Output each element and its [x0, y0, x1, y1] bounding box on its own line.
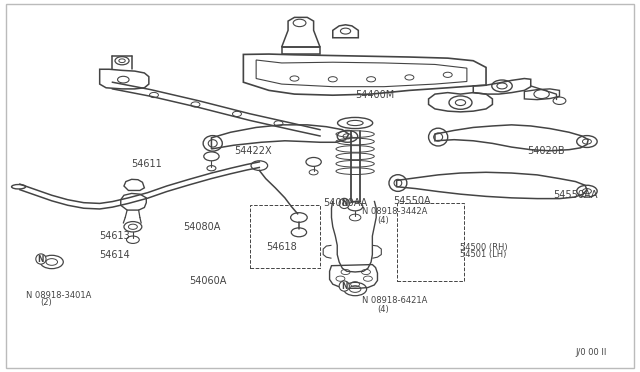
- Text: N 08918-3442A: N 08918-3442A: [362, 208, 427, 217]
- Text: 54550A: 54550A: [394, 196, 431, 206]
- Text: 54501 (LH): 54501 (LH): [461, 250, 507, 259]
- Text: 54060A: 54060A: [189, 276, 227, 285]
- Text: 54400M: 54400M: [355, 90, 394, 100]
- Text: N: N: [341, 199, 348, 208]
- Text: 54613: 54613: [100, 231, 131, 241]
- Text: (4): (4): [378, 305, 389, 314]
- Text: N: N: [38, 254, 44, 263]
- Text: N: N: [341, 282, 348, 291]
- Text: (4): (4): [378, 216, 389, 225]
- Text: 54500 (RH): 54500 (RH): [461, 243, 508, 251]
- Text: 54020B: 54020B: [527, 146, 565, 156]
- Text: (2): (2): [40, 298, 52, 307]
- Text: N 08918-3401A: N 08918-3401A: [26, 291, 92, 300]
- Text: 54618: 54618: [266, 242, 296, 252]
- Text: 54614: 54614: [100, 250, 131, 260]
- Text: 54611: 54611: [132, 159, 163, 169]
- Text: 54080A: 54080A: [182, 222, 220, 232]
- Text: 54422X: 54422X: [234, 146, 271, 156]
- Text: 54080AA: 54080AA: [323, 198, 367, 208]
- Text: J/0 00 II: J/0 00 II: [575, 348, 607, 357]
- Text: 54550AA: 54550AA: [553, 190, 598, 200]
- Text: N 08918-6421A: N 08918-6421A: [362, 296, 427, 305]
